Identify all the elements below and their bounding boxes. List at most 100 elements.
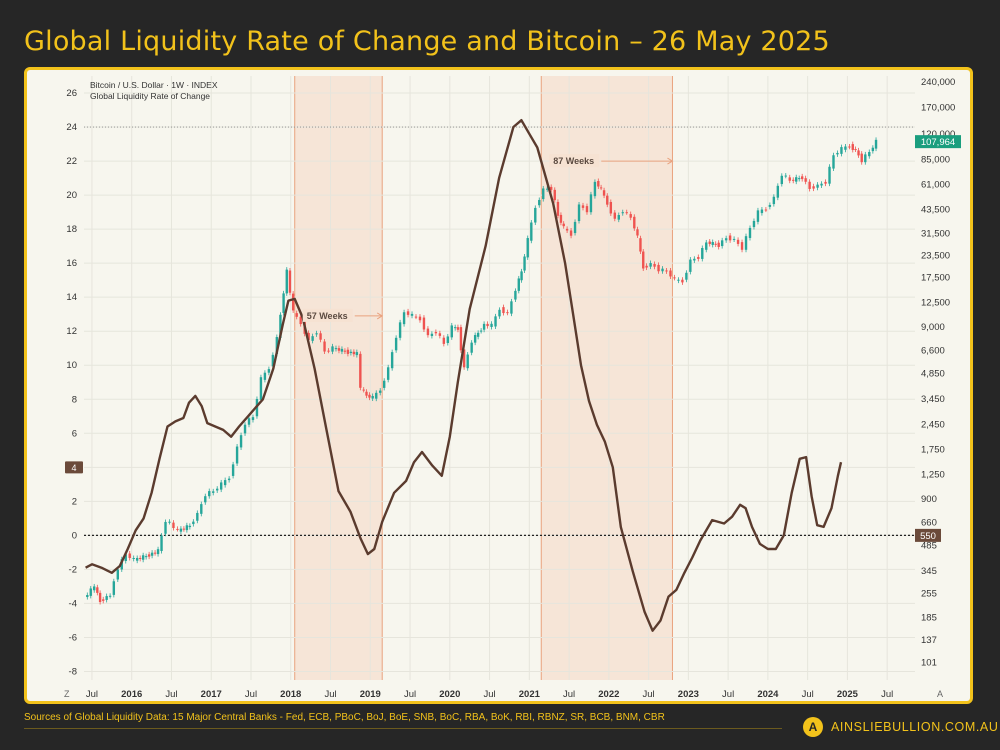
btc-candle: [573, 221, 577, 234]
btc-candle: [701, 248, 704, 259]
btc-candle: [235, 446, 239, 464]
btc-candle: [526, 238, 529, 258]
btc-candle: [231, 464, 235, 476]
btc-candle: [824, 181, 827, 184]
btc-candle: [334, 348, 338, 350]
btc-candle: [153, 552, 157, 554]
btc-candle: [410, 313, 414, 316]
btc-candle: [828, 166, 831, 184]
btc-candle: [832, 155, 835, 169]
btc-candle: [720, 240, 724, 247]
btc-candle: [172, 522, 175, 529]
btc-candle: [724, 238, 728, 241]
btc-candle: [685, 272, 688, 280]
btc-candle: [538, 199, 541, 206]
right-tick-label: 485: [921, 540, 937, 551]
x-tick-label: Jul: [245, 689, 257, 700]
btc-candle: [836, 152, 839, 155]
btc-candle: [390, 352, 394, 369]
btc-candle: [665, 270, 668, 272]
btc-candle: [402, 312, 406, 325]
btc-candle: [546, 188, 549, 190]
btc-candle: [267, 369, 271, 373]
btc-candle: [494, 316, 497, 327]
btc-candle: [657, 264, 660, 272]
shaded-period-1: [541, 76, 673, 680]
btc-candle: [661, 268, 664, 272]
btc-candle: [589, 194, 593, 213]
btc-candle: [188, 525, 192, 528]
btc-candle: [585, 206, 589, 213]
left-tick-label: -8: [69, 666, 77, 677]
btc-candle: [355, 352, 359, 356]
corner-label-left: Z: [64, 689, 70, 699]
x-tick-label: Jul: [404, 689, 416, 700]
btc-candle: [102, 599, 105, 601]
btc-candle: [864, 154, 867, 163]
btc-candle: [182, 528, 186, 530]
brand[interactable]: A AINSLIEBULLION.COM.AU: [803, 717, 999, 737]
btc-candle: [176, 528, 179, 530]
btc-candle: [857, 150, 860, 156]
btc-candle: [394, 337, 398, 351]
left-tick-label: -6: [69, 632, 77, 643]
btc-candle: [506, 312, 509, 314]
btc-candle: [426, 328, 430, 336]
btc-candle: [693, 258, 696, 261]
btc-candle: [756, 210, 760, 222]
btc-candle: [599, 187, 603, 189]
btc-candle: [89, 588, 92, 596]
btc-candle: [450, 325, 453, 338]
btc-candle: [530, 222, 533, 241]
btc-candle: [871, 147, 875, 152]
btc-candle: [639, 238, 642, 252]
btc-candle: [744, 236, 748, 250]
left-current-label: 4: [71, 463, 76, 473]
btc-candle: [681, 279, 684, 283]
btc-candle: [711, 242, 714, 245]
btc-candle: [315, 333, 318, 335]
btc-candle: [418, 316, 422, 321]
right-tick-label: 660: [921, 517, 937, 528]
btc-candle: [520, 271, 523, 281]
btc-candle: [98, 592, 102, 603]
btc-price-badge: [915, 135, 961, 149]
btc-candle: [124, 554, 127, 562]
btc-candle: [132, 557, 135, 559]
btc-candle: [160, 535, 163, 551]
chart-title: Global Liquidity Rate of Change and Bitc…: [24, 26, 830, 57]
btc-candle: [812, 186, 815, 189]
annotation-bg: [549, 154, 600, 168]
btc-candle: [156, 549, 160, 555]
left-tick-label: 14: [66, 292, 77, 303]
btc-candle: [371, 395, 374, 399]
btc-candle: [200, 504, 203, 514]
x-tick-label: Jul: [643, 689, 655, 700]
btc-candle: [780, 175, 784, 185]
right-tick-label: 23,500: [921, 251, 950, 262]
btc-candle: [215, 488, 219, 491]
btc-candle: [168, 521, 171, 523]
right-tick-label: 120,000: [921, 129, 955, 140]
btc-candle: [219, 482, 223, 490]
x-tick-label: Jul: [165, 689, 177, 700]
btc-candle: [764, 209, 768, 211]
btc-candle: [282, 293, 285, 313]
left-tick-label: 22: [66, 156, 77, 167]
x-tick-label: 2025: [837, 689, 859, 700]
x-tick-label: Jul: [881, 689, 893, 700]
btc-candle: [669, 270, 672, 277]
btc-candle: [379, 390, 382, 393]
btc-candle: [446, 336, 450, 343]
left-tick-label: 24: [66, 122, 77, 133]
btc-candle: [164, 521, 167, 534]
right-tick-label: 12,500: [921, 298, 950, 309]
btc-candle: [299, 316, 302, 325]
btc-candle: [185, 525, 189, 531]
btc-candle: [144, 556, 148, 558]
btc-candle: [565, 228, 569, 231]
btc-candle: [275, 337, 279, 354]
btc-candle: [311, 336, 314, 341]
left-tick-label: 2: [72, 496, 77, 507]
